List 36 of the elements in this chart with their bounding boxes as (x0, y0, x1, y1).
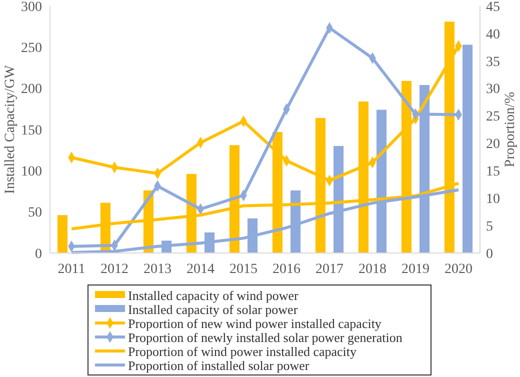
y-tick-label: 150 (21, 123, 42, 138)
y2-tick-label: 35 (486, 54, 500, 70)
y-tick-label: 0 (35, 246, 42, 262)
y2-tick-label: 30 (486, 82, 500, 98)
y2-tick-label: 40 (486, 27, 500, 42)
y2-tick-label: 0 (486, 246, 493, 262)
y-tick-label: 300 (21, 0, 42, 15)
x-tick-label: 2014 (186, 262, 214, 277)
x-tick-label: 2015 (230, 262, 258, 277)
x-tick-label: 2020 (444, 262, 472, 277)
y2-tick-label: 20 (486, 137, 500, 152)
legend-label: Installed capacity of wind power (128, 288, 300, 303)
y2-tick-label: 5 (486, 219, 493, 234)
y2-tick-label: 10 (486, 192, 500, 208)
y2-tick-label: 25 (486, 110, 500, 125)
y2-axis-title: Proportion/% (503, 91, 518, 168)
legend-label: Proportion of new wind power installed capacity (128, 316, 382, 331)
bar (57, 215, 68, 253)
y-tick-label: 200 (21, 82, 42, 98)
x-tick-label: 2017 (316, 262, 344, 277)
x-tick-label: 2011 (58, 262, 86, 277)
y-axis-title: Installed Capacity/GW (3, 64, 18, 194)
legend-label: Installed capacity of solar power (128, 302, 298, 317)
y-tick-label: 50 (28, 206, 42, 221)
y-tick-label: 100 (21, 164, 42, 180)
legend-label: Proportion of wind power installed capacity (128, 344, 358, 359)
y2-tick-label: 15 (486, 164, 500, 180)
x-tick-label: 2012 (100, 262, 128, 277)
x-tick-label: 2016 (272, 262, 300, 277)
y-tick-label: 250 (21, 41, 42, 56)
x-tick-label: 2019 (402, 262, 430, 277)
y2-tick-label: 45 (486, 0, 500, 15)
x-tick-label: 2013 (144, 262, 172, 277)
legend-label: Proportion of installed solar power (128, 358, 310, 373)
x-tick-label: 2018 (358, 262, 386, 277)
legend-label: Proportion of newly installed solar power generation (128, 330, 403, 345)
